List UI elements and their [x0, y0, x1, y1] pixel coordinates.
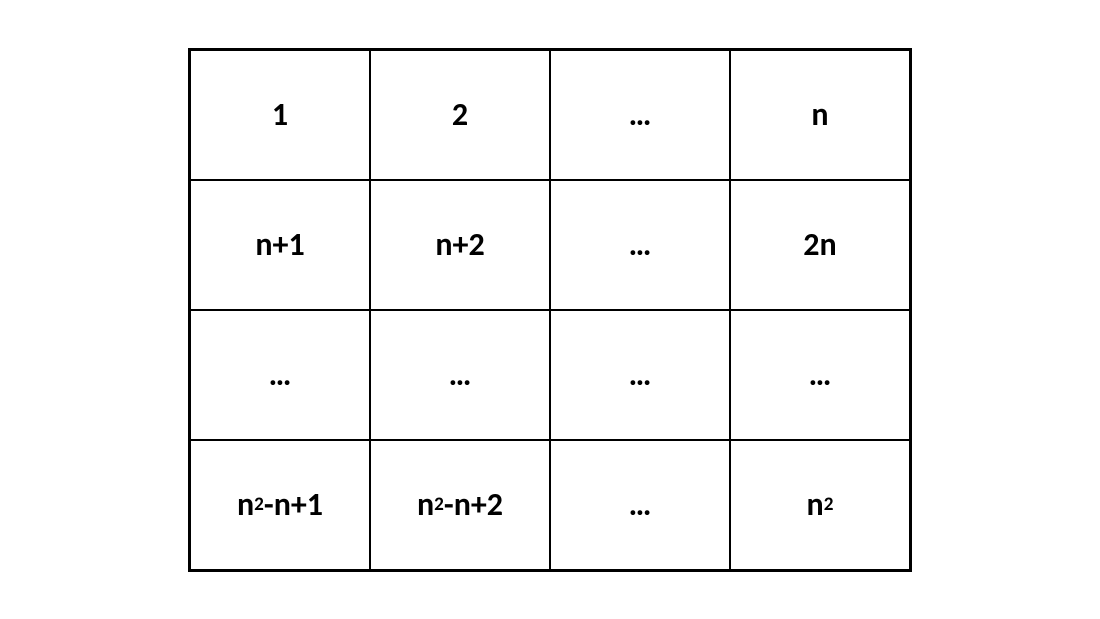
cell-2-3: … [730, 310, 910, 440]
cell-0-0: 1 [190, 50, 370, 180]
cell-0-2: … [550, 50, 730, 180]
cell-3-0: n2-n+1 [190, 440, 370, 570]
cell-3-2: … [550, 440, 730, 570]
cell-0-1: 2 [370, 50, 550, 180]
cell-0-3: n [730, 50, 910, 180]
cell-2-2: … [550, 310, 730, 440]
cell-3-3: n2 [730, 440, 910, 570]
cell-1-1: n+2 [370, 180, 550, 310]
cell-2-0: … [190, 310, 370, 440]
cell-3-1: n2-n+2 [370, 440, 550, 570]
cell-1-3: 2n [730, 180, 910, 310]
cell-1-0: n+1 [190, 180, 370, 310]
cell-1-2: … [550, 180, 730, 310]
number-grid: 1 2 … n n+1 n+2 … 2n … … … … n2-n+1 n2-n… [188, 48, 912, 572]
cell-2-1: … [370, 310, 550, 440]
